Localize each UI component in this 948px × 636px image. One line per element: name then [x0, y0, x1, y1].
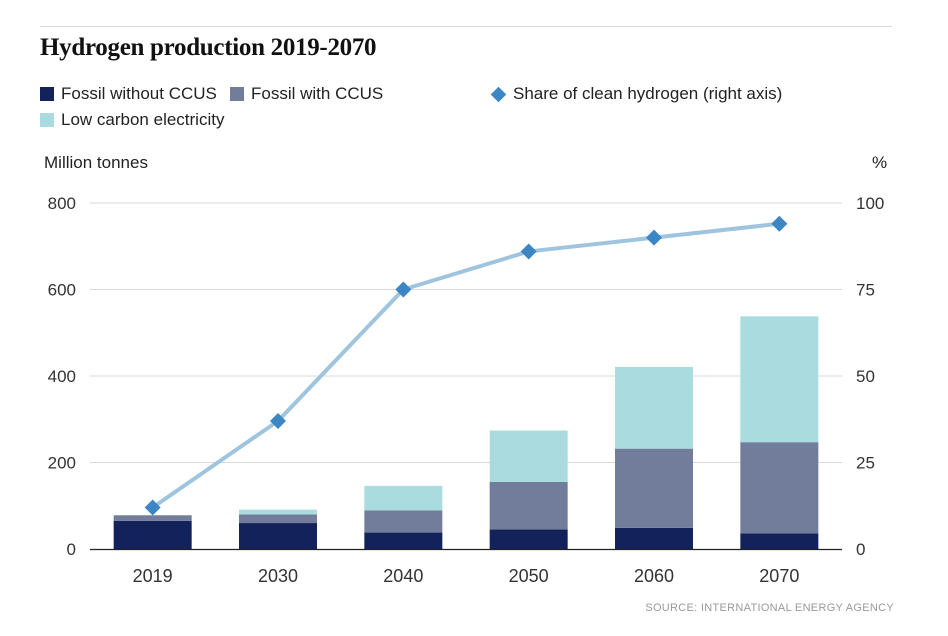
clean-share-marker-2070 [771, 215, 788, 232]
right-tick-label-100: 100 [856, 194, 884, 213]
right-tick-label-0: 0 [856, 540, 865, 559]
top-rule [40, 26, 892, 27]
x-tick-label-2019: 2019 [133, 566, 173, 586]
bar-fossil-with-ccus-2050 [489, 481, 568, 530]
bar-fossil-without-ccus-2019 [113, 520, 192, 549]
x-tick-label-2030: 2030 [258, 566, 298, 586]
bar-low-carbon-electricity-2060 [615, 366, 693, 449]
clean-share-marker-2060 [646, 229, 662, 246]
right-axis-title: % [872, 153, 888, 172]
bar-fossil-without-ccus-2050 [489, 529, 568, 549]
bar-low-carbon-electricity-2050 [489, 430, 568, 482]
left-tick-label-400: 400 [48, 367, 76, 386]
legend-label-fossil-with-ccus: Fossil with CCUS [251, 84, 384, 103]
clean-share-line [151, 221, 780, 510]
legend-label-low-carbon-electricity: Low carbon electricity [61, 110, 225, 129]
clean-share-marker-2019 [144, 499, 161, 516]
legend-label-clean-share: Share of clean hydrogen (right axis) [513, 84, 783, 103]
right-tick-label-50: 50 [856, 367, 875, 386]
bar-fossil-with-ccus-2019 [113, 515, 192, 521]
bar-fossil-with-ccus-2070 [740, 442, 819, 534]
bar-fossil-without-ccus-2030 [239, 523, 317, 549]
legend-label-fossil-without-ccus: Fossil without CCUS [61, 84, 217, 103]
left-tick-label-600: 600 [48, 281, 76, 300]
left-axis-title: Million tonnes [44, 153, 148, 172]
x-tick-label-2040: 2040 [383, 566, 423, 586]
legend-swatch-low-carbon-electricity [40, 113, 54, 127]
x-tick-label-2060: 2060 [634, 566, 674, 586]
clean-share-marker-2050 [520, 243, 537, 260]
source-note: SOURCE: INTERNATIONAL ENERGY AGENCY [645, 602, 894, 614]
right-tick-label-75: 75 [856, 281, 875, 300]
right-tick-label-25: 25 [856, 454, 875, 473]
legend-item-fossil-without-ccus: Fossil without CCUS [40, 84, 217, 104]
legend-swatch-fossil-with-ccus [230, 87, 244, 101]
bar-fossil-without-ccus-2040 [364, 532, 443, 549]
chart-title: Hydrogen production 2019-2070 [40, 34, 377, 61]
legend-item-fossil-with-ccus: Fossil with CCUS [230, 84, 383, 104]
left-tick-label-800: 800 [48, 194, 76, 213]
legend-swatch-fossil-without-ccus [40, 87, 54, 101]
bar-fossil-without-ccus-2060 [615, 527, 693, 549]
bar-low-carbon-electricity-2030 [239, 509, 317, 515]
bar-fossil-with-ccus-2060 [615, 448, 693, 528]
legend-item-clean-share: Share of clean hydrogen (right axis) [490, 84, 782, 104]
clean-share-marker-2030 [270, 412, 286, 429]
left-tick-label-0: 0 [67, 540, 76, 559]
legend-item-low-carbon-electricity: Low carbon electricity [40, 110, 224, 130]
bar-fossil-with-ccus-2030 [239, 514, 317, 524]
x-tick-label-2050: 2050 [509, 566, 549, 586]
left-tick-label-200: 200 [48, 454, 76, 473]
clean-share-marker-2040 [395, 281, 412, 298]
bar-low-carbon-electricity-2070 [740, 316, 819, 443]
bar-low-carbon-electricity-2040 [364, 485, 443, 511]
bar-fossil-without-ccus-2070 [740, 533, 819, 549]
x-tick-label-2070: 2070 [759, 566, 799, 586]
bar-fossil-with-ccus-2040 [364, 510, 443, 533]
